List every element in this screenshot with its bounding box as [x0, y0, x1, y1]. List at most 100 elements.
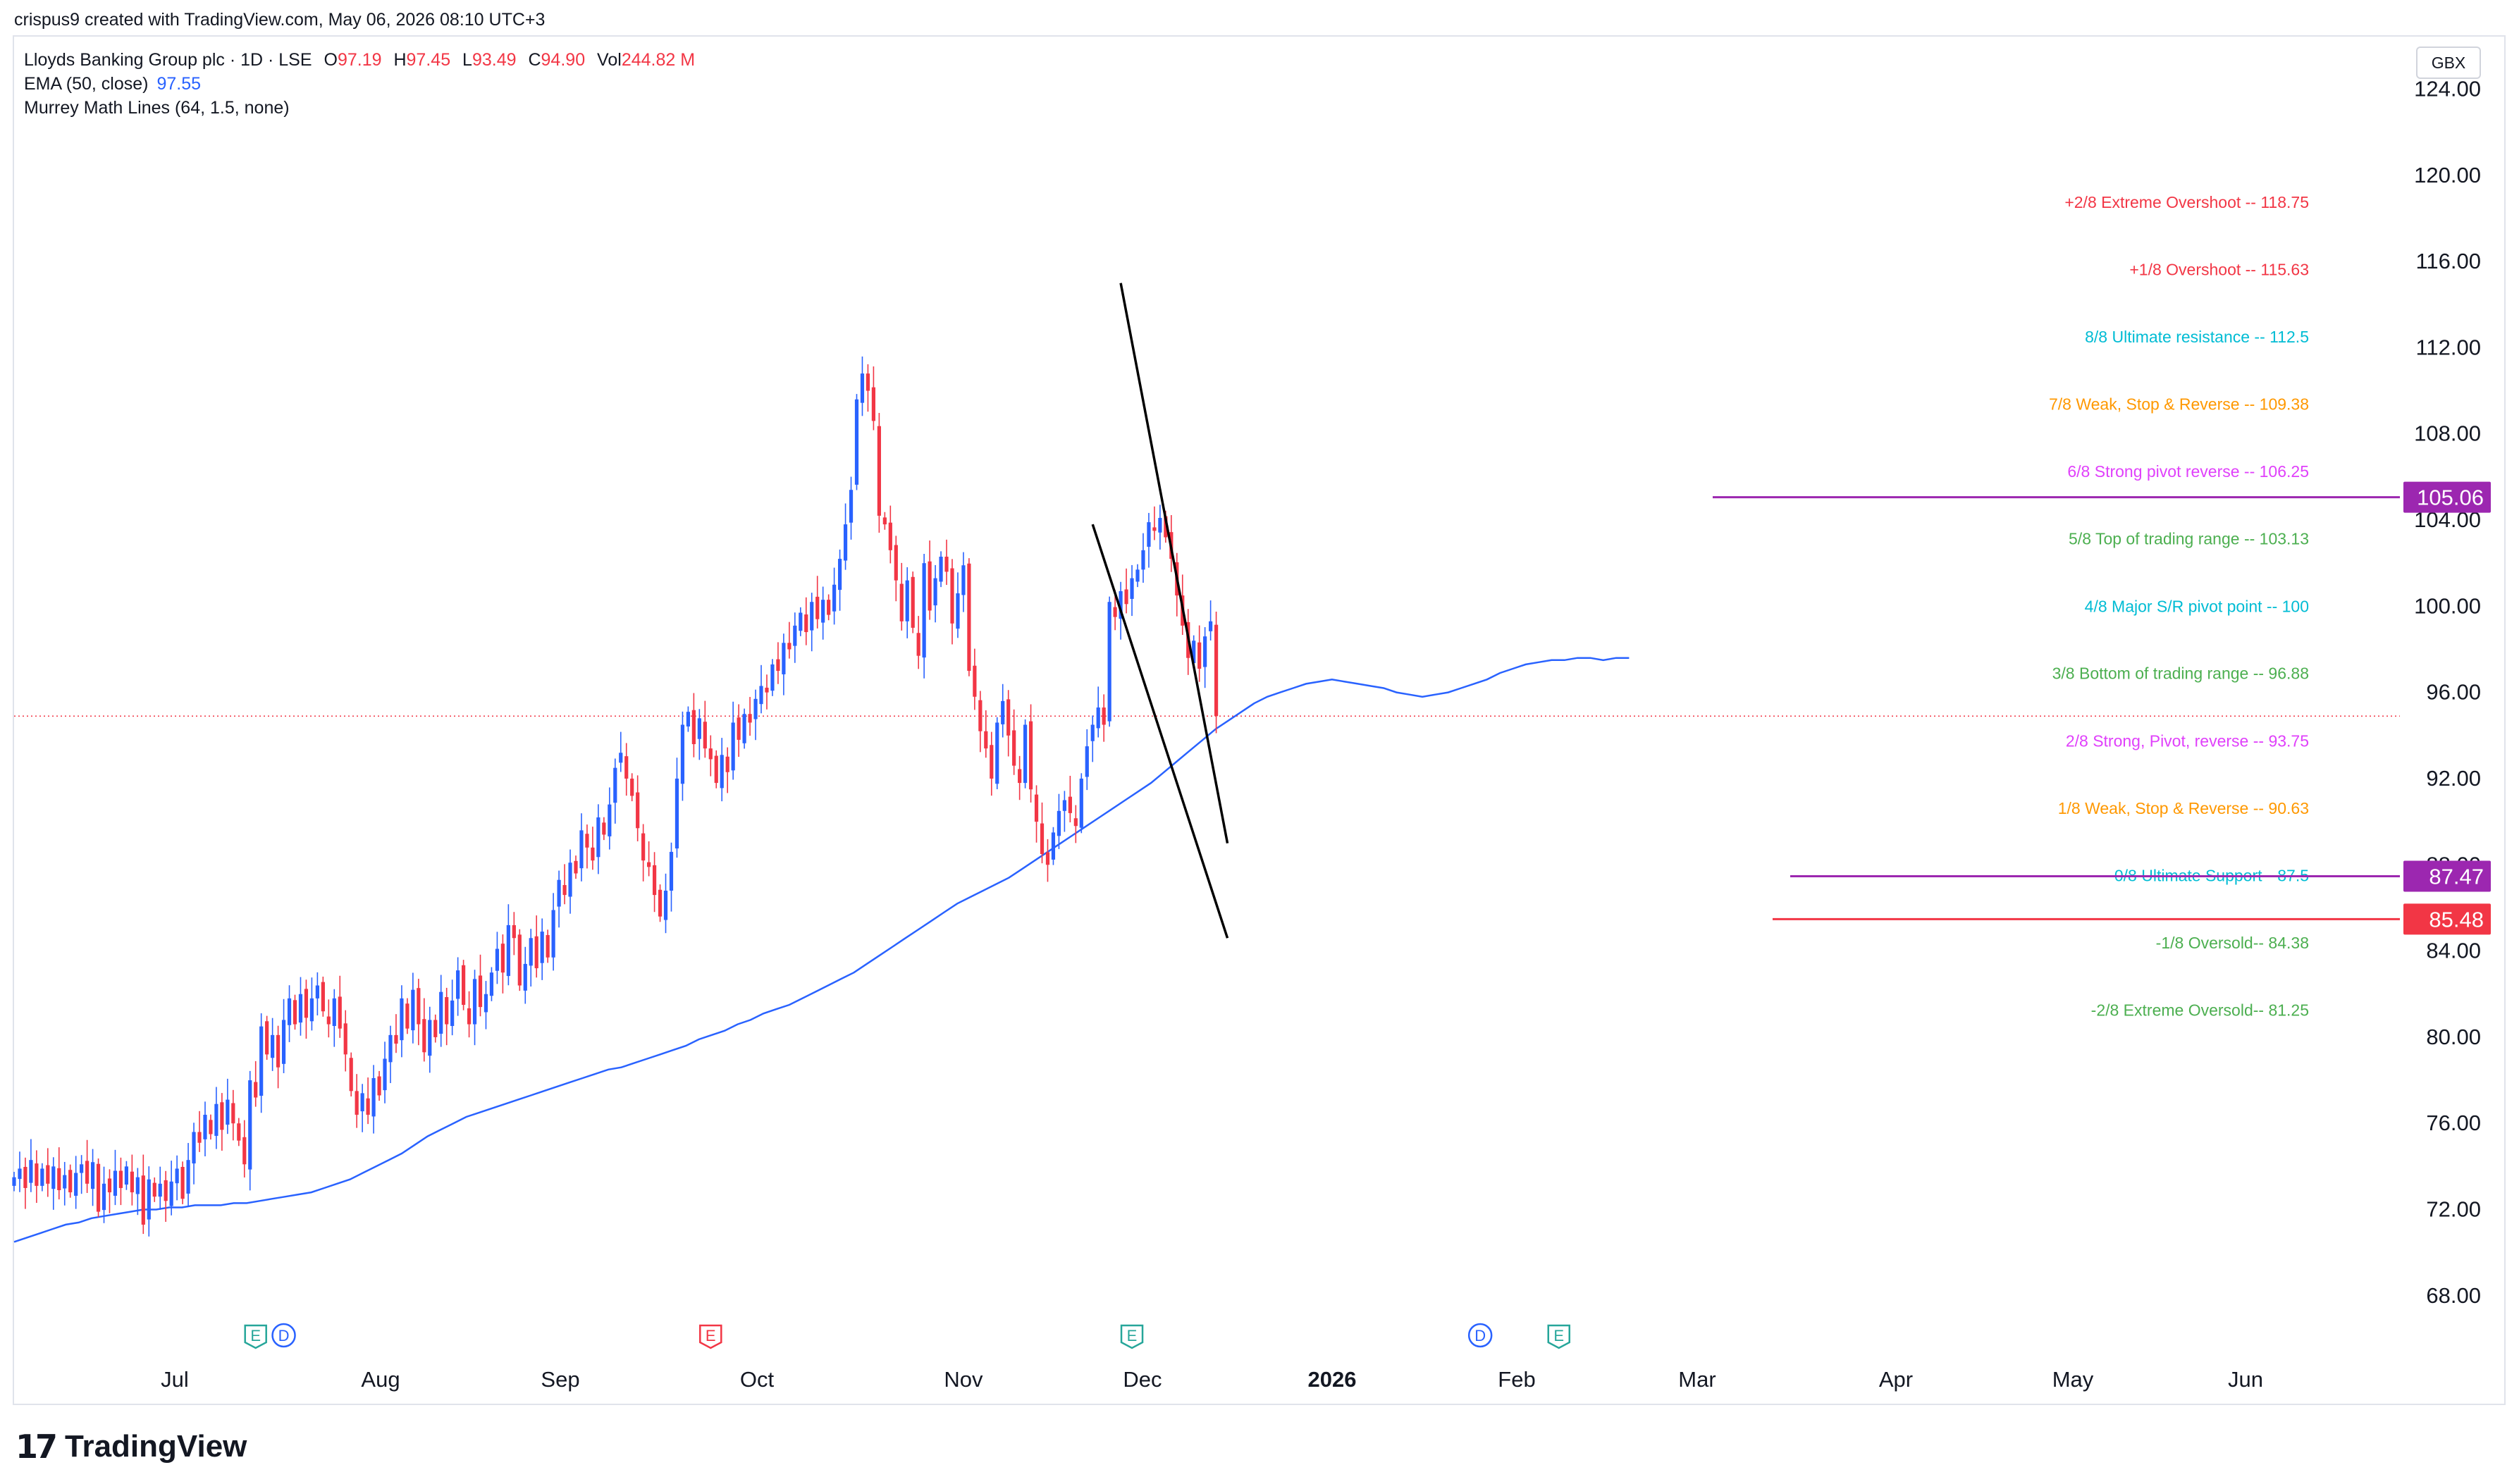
candle	[961, 552, 966, 612]
candle	[1023, 719, 1028, 789]
candle-body	[894, 545, 898, 581]
price-badge-box	[2403, 903, 2491, 935]
candle-body	[29, 1160, 33, 1183]
y-tick-label: 92.00	[2426, 766, 2481, 791]
chart-frame	[13, 35, 2506, 1405]
candle-body	[748, 714, 752, 723]
candle	[956, 572, 960, 638]
candle	[1034, 785, 1039, 843]
x-tick-label: Jul	[161, 1367, 189, 1392]
candle-body	[990, 745, 994, 779]
trendlines	[1091, 283, 1229, 939]
ema-label: EMA (50, close)	[24, 74, 149, 94]
candle-body	[1001, 700, 1005, 724]
candle-body	[602, 822, 606, 835]
candle	[366, 1077, 370, 1125]
candle	[641, 824, 646, 882]
legend-ema-row[interactable]: EMA (50, close) 97.55	[24, 72, 695, 96]
x-tick-label: 2026	[1308, 1367, 1357, 1392]
candle-body	[799, 612, 803, 631]
candle-body	[1152, 527, 1157, 531]
candle-body	[512, 925, 516, 939]
candle	[422, 998, 426, 1062]
candle-body	[725, 756, 729, 772]
candle-body	[63, 1175, 67, 1189]
candle-body	[500, 944, 505, 973]
candle-body	[141, 1175, 145, 1225]
candle-body	[928, 561, 932, 611]
candle-body	[882, 517, 887, 525]
x-tick-label: Feb	[1498, 1367, 1535, 1392]
channel-trendline-0	[1119, 283, 1229, 844]
candle	[877, 413, 881, 533]
x-tick-label: Aug	[361, 1367, 400, 1392]
candle-body	[1147, 522, 1151, 547]
candle	[579, 813, 584, 882]
candle-body	[630, 778, 634, 796]
candle-body	[697, 718, 701, 739]
legend-murrey-row[interactable]: Murrey Math Lines (64, 1.5, none)	[24, 96, 695, 120]
candle	[928, 540, 932, 620]
candle-body	[169, 1181, 173, 1206]
candle	[546, 929, 550, 963]
candle	[1214, 611, 1219, 734]
candle-body	[1051, 832, 1056, 860]
symbol-name[interactable]: Lloyds Banking Group plc · 1D · LSE	[24, 50, 312, 70]
candle-body	[226, 1099, 230, 1125]
candle	[175, 1155, 179, 1201]
currency-selector[interactable]: GBX	[2416, 47, 2481, 79]
candle	[602, 817, 606, 841]
candle	[90, 1149, 95, 1206]
candle-body	[517, 934, 522, 986]
candle	[827, 594, 831, 621]
candle-body	[388, 1034, 393, 1063]
candle	[787, 622, 792, 659]
high-value: 97.45	[406, 50, 451, 70]
candle-body	[433, 1020, 438, 1037]
candle	[557, 870, 561, 928]
y-tick-label: 80.00	[2426, 1025, 2481, 1049]
candle-body	[1141, 550, 1145, 570]
candle	[512, 912, 516, 956]
candle	[1001, 684, 1005, 738]
murrey-label-2: 8/8 Ultimate resistance -- 112.5	[2085, 328, 2309, 346]
candle	[439, 975, 443, 1047]
candle	[1197, 625, 1202, 682]
candle-body	[1214, 624, 1219, 717]
price-badge: 105.06	[2403, 481, 2491, 513]
price-badge-box	[2403, 860, 2491, 892]
candle	[854, 394, 859, 490]
candle	[220, 1093, 224, 1151]
candle	[304, 979, 309, 1039]
candle	[472, 970, 477, 1046]
x-tick-label: Dec	[1123, 1367, 1162, 1392]
candle	[287, 985, 292, 1042]
candle	[1062, 791, 1066, 832]
candle-body	[1073, 818, 1078, 827]
event-marker-letter: E	[1553, 1327, 1564, 1344]
candle-body	[113, 1170, 118, 1196]
candle-body	[281, 1020, 286, 1064]
low-value: 93.49	[472, 50, 517, 70]
candle-body	[1113, 607, 1117, 617]
candle-body	[186, 1160, 190, 1194]
y-tick-label: 76.00	[2426, 1111, 2481, 1135]
candle-body	[737, 717, 741, 740]
candle	[456, 957, 460, 1016]
candle-body	[978, 700, 983, 731]
candle	[326, 999, 331, 1038]
candle	[96, 1158, 101, 1218]
x-tick-label: Oct	[740, 1367, 775, 1392]
volume-label: Vol	[597, 50, 622, 70]
candle	[186, 1143, 190, 1207]
candle	[939, 551, 943, 588]
candle-body	[1135, 569, 1140, 582]
candle	[101, 1166, 106, 1223]
candle	[765, 674, 769, 710]
candle-body	[1023, 724, 1028, 784]
candle	[916, 616, 920, 669]
candle-body	[68, 1170, 73, 1193]
candle	[226, 1078, 230, 1134]
tradingview-logo[interactable]: 17 TradingView	[16, 1428, 247, 1466]
